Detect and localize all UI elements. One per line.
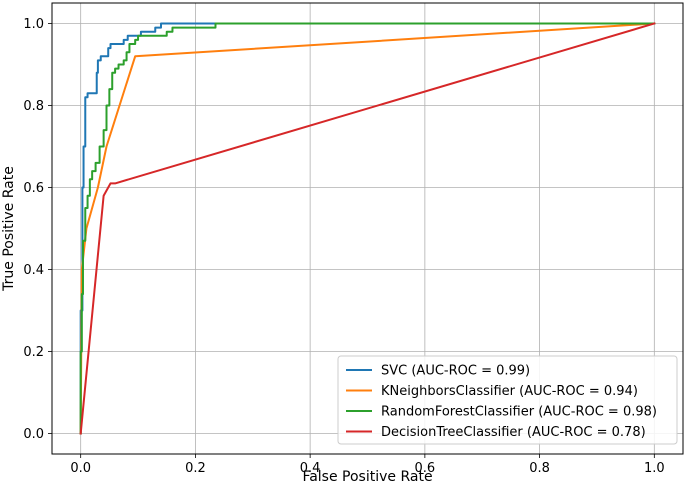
x-tick-label: 0.8 [529,461,550,476]
legend-label-3: DecisionTreeClassifier (AUC-ROC = 0.78) [381,425,646,440]
series-line-0 [79,22,217,435]
y-tick-label: 1.0 [23,17,44,32]
legend: SVC (AUC-ROC = 0.99) KNeighborsClassifier… [337,355,678,445]
y-tick-label: 0.0 [23,427,44,442]
x-tick-label: 0.2 [185,461,206,476]
x-tick-label: 1.0 [644,461,665,476]
y-tick-label: 0.8 [23,99,44,114]
legend-box [337,355,678,445]
y-axis-title: True Positive Rate [1,166,17,292]
x-tick-label: 0.4 [300,461,321,476]
legend-label-2: RandomForestClassifier (AUC-ROC = 0.98) [381,405,657,420]
x-axis-title: False Positive Rate [302,469,432,485]
x-tick-label: 0.6 [415,461,436,476]
grid [52,3,683,454]
series-line-3 [79,22,656,435]
y-tick-label: 0.2 [23,345,44,360]
plot-frame [51,2,684,455]
series-lines [79,22,656,435]
series-line-2 [79,22,656,435]
series-line-1 [79,22,656,435]
axis-ticks: 0.0 0.2 0.4 0.6 0.8 1.0 0.0 0.2 0.4 0.6 0.8 1.0 [23,17,664,476]
x-tick-label: 0.0 [70,461,91,476]
y-tick-label: 0.4 [23,263,44,278]
legend-label-1: KNeighborsClassifier (AUC-ROC = 0.94) [381,384,638,399]
legend-label-0: SVC (AUC-ROC = 0.99) [381,364,530,379]
y-tick-label: 0.6 [23,181,44,196]
